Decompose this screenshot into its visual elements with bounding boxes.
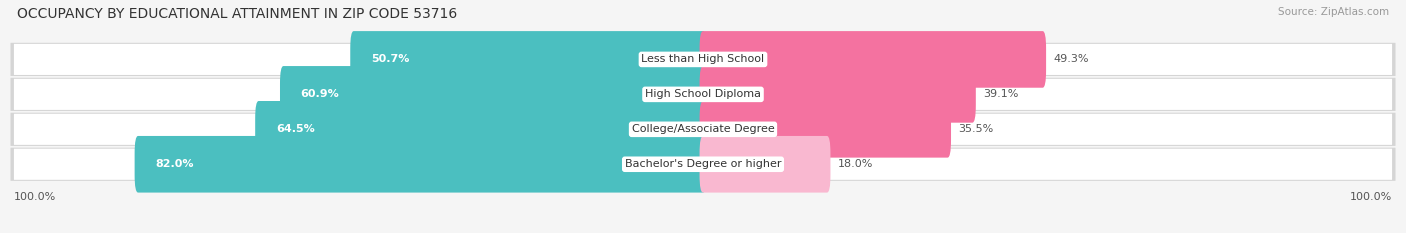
- Text: 64.5%: 64.5%: [276, 124, 315, 134]
- Text: 39.1%: 39.1%: [983, 89, 1018, 99]
- FancyBboxPatch shape: [10, 113, 1396, 146]
- Text: 60.9%: 60.9%: [301, 89, 339, 99]
- Text: OCCUPANCY BY EDUCATIONAL ATTAINMENT IN ZIP CODE 53716: OCCUPANCY BY EDUCATIONAL ATTAINMENT IN Z…: [17, 7, 457, 21]
- Text: 50.7%: 50.7%: [371, 55, 409, 64]
- Text: Less than High School: Less than High School: [641, 55, 765, 64]
- Text: 100.0%: 100.0%: [14, 192, 56, 202]
- Text: Bachelor's Degree or higher: Bachelor's Degree or higher: [624, 159, 782, 169]
- Text: College/Associate Degree: College/Associate Degree: [631, 124, 775, 134]
- FancyBboxPatch shape: [700, 66, 976, 123]
- Text: 18.0%: 18.0%: [838, 159, 873, 169]
- FancyBboxPatch shape: [14, 149, 1392, 180]
- Text: Source: ZipAtlas.com: Source: ZipAtlas.com: [1278, 7, 1389, 17]
- Legend: Owner-occupied, Renter-occupied: Owner-occupied, Renter-occupied: [582, 230, 824, 233]
- FancyBboxPatch shape: [135, 136, 706, 192]
- FancyBboxPatch shape: [700, 31, 1046, 88]
- FancyBboxPatch shape: [700, 136, 831, 192]
- FancyBboxPatch shape: [14, 44, 1392, 75]
- FancyBboxPatch shape: [10, 78, 1396, 111]
- FancyBboxPatch shape: [700, 101, 950, 158]
- FancyBboxPatch shape: [10, 43, 1396, 76]
- FancyBboxPatch shape: [10, 148, 1396, 181]
- FancyBboxPatch shape: [280, 66, 706, 123]
- Text: 49.3%: 49.3%: [1053, 55, 1088, 64]
- FancyBboxPatch shape: [350, 31, 706, 88]
- Text: 100.0%: 100.0%: [1350, 192, 1392, 202]
- Text: High School Diploma: High School Diploma: [645, 89, 761, 99]
- Text: 82.0%: 82.0%: [155, 159, 194, 169]
- FancyBboxPatch shape: [14, 79, 1392, 110]
- FancyBboxPatch shape: [254, 101, 706, 158]
- Text: 35.5%: 35.5%: [957, 124, 993, 134]
- FancyBboxPatch shape: [14, 114, 1392, 145]
